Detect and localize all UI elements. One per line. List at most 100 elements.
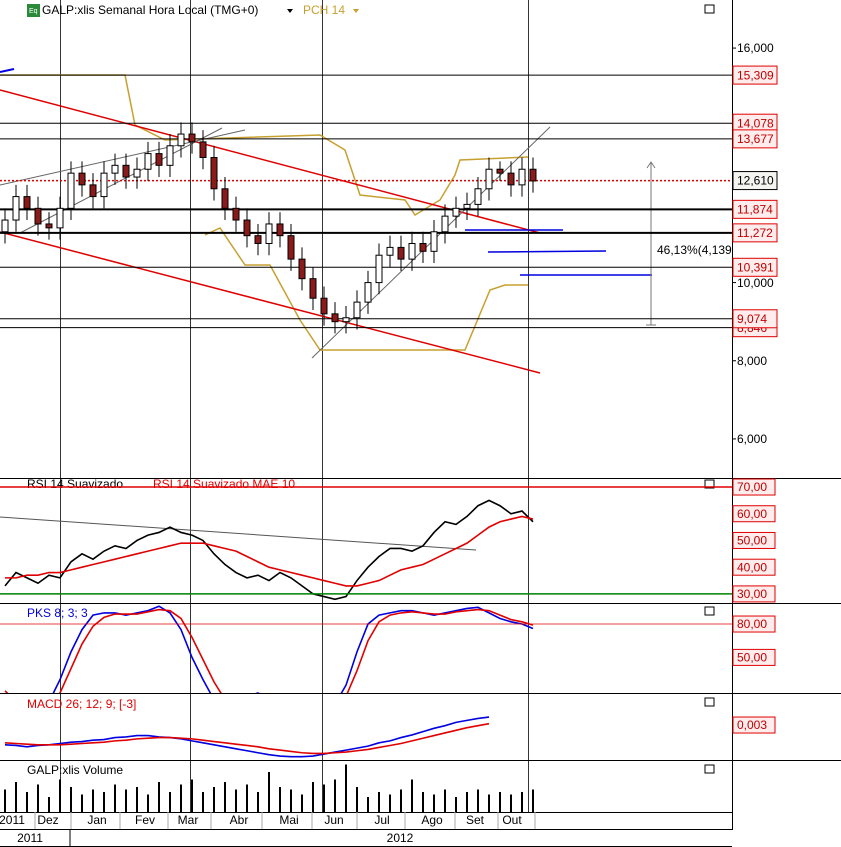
candle-body — [397, 246, 405, 260]
level-label: 10,391 — [737, 260, 774, 274]
level-label: 12,610 — [737, 174, 774, 188]
candle-body — [188, 133, 196, 143]
channel-line — [0, 231, 541, 374]
window-buttons — [704, 4, 715, 774]
candle-body — [298, 258, 306, 280]
y-tick-label: 8,000 — [737, 354, 767, 368]
volume-bar — [169, 792, 171, 812]
volume-bar — [103, 792, 105, 812]
level-label: 11,874 — [737, 203, 773, 217]
x-tick-label: 2011 — [0, 813, 25, 827]
series-group — [4, 716, 490, 758]
maximize-button[interactable] — [704, 606, 715, 616]
candle-body — [111, 164, 119, 174]
measure-label: 46,13%(4,139 — [657, 243, 732, 257]
y-tick-label: 0,003 — [737, 718, 767, 732]
x-tick-label: Jun — [324, 813, 343, 827]
candle-body — [265, 223, 273, 244]
candle-body — [320, 297, 328, 315]
maximize-button[interactable] — [704, 697, 715, 707]
candle-body — [419, 242, 427, 252]
rsi-title: RSI 14 Suavizado — [27, 477, 123, 491]
candle-body — [474, 188, 482, 205]
candle-body — [1, 219, 9, 233]
dropdown[interactable] — [353, 9, 359, 13]
level-box — [732, 309, 778, 329]
volume-bar — [389, 794, 391, 812]
y-tick-label: 80,00 — [737, 617, 767, 631]
volume-bar — [532, 789, 534, 812]
candle-body — [287, 235, 295, 260]
y-tick-label: 30,00 — [737, 587, 767, 601]
x-tick-label: Jan — [87, 813, 106, 827]
level-label: 15,309 — [737, 68, 774, 82]
tick-box — [732, 615, 776, 633]
y-tick-label: 60,00 — [737, 507, 767, 521]
volume-bar — [301, 794, 303, 812]
chart-title: GALP:xlis Semanal Hora Local (TMG+0) — [42, 3, 258, 17]
volume-bar — [356, 787, 358, 812]
volume-bar — [477, 789, 479, 812]
dropdown[interactable] — [287, 9, 293, 13]
arrow-head — [646, 161, 656, 169]
candle-body — [56, 207, 64, 229]
candle-body — [177, 133, 185, 147]
x-tick-label: Dez — [37, 813, 58, 827]
level-box — [732, 199, 778, 219]
candle-body — [254, 235, 262, 244]
y-tick-label: 10,000 — [737, 276, 774, 290]
candle-body — [144, 153, 152, 170]
volume-bar — [125, 789, 127, 812]
volume-bar — [433, 794, 435, 812]
volume-bar — [70, 787, 72, 812]
volume-bar — [367, 797, 369, 812]
volume-bar — [455, 797, 457, 812]
icon — [27, 4, 40, 17]
indicator-title: PCH 14 — [303, 3, 345, 17]
rsi-trend-line — [0, 516, 477, 551]
volume-bar — [444, 789, 446, 812]
x-tick-label: Mar — [178, 813, 199, 827]
trend-line — [0, 68, 15, 73]
volume-bar — [400, 789, 402, 812]
y-tick-label: 6,000 — [737, 432, 767, 446]
volume-bar — [345, 764, 347, 812]
volume-bar — [37, 784, 39, 812]
tick-box — [732, 648, 776, 666]
maximize-button[interactable] — [704, 4, 715, 14]
level-label: 14,078 — [737, 116, 774, 130]
tick-box — [732, 478, 776, 496]
level-box — [732, 257, 778, 277]
indicator-line — [4, 608, 534, 693]
volume-bar — [246, 784, 248, 812]
volume-bar — [411, 779, 413, 812]
candle-body — [529, 168, 537, 182]
candle-body — [430, 231, 438, 252]
y-tick-label: 70,00 — [737, 480, 767, 494]
candle-body — [133, 168, 141, 178]
series-group — [4, 499, 534, 601]
candle-body — [100, 172, 108, 198]
indicator-line — [5, 515, 534, 587]
candle-body — [309, 278, 317, 299]
candle-body — [166, 145, 174, 166]
level-box — [732, 171, 778, 191]
level-box — [732, 223, 778, 243]
maximize-button[interactable] — [704, 479, 715, 489]
volume-bar — [334, 779, 336, 812]
candle-body — [463, 203, 471, 209]
pane-borders — [0, 478, 841, 847]
candle-body — [78, 172, 86, 186]
volume-bar — [378, 792, 380, 812]
tick-box — [732, 585, 776, 603]
icon-text: Eq — [29, 8, 38, 15]
maximize-button[interactable] — [704, 764, 715, 774]
volume-bar — [147, 794, 149, 812]
level-label: 11,272 — [737, 226, 773, 240]
x-tick-label: Ago — [421, 813, 443, 827]
candle-body — [507, 172, 515, 186]
rsi-ma-title: RSI 14 Suavizado MAE 10 — [153, 477, 295, 491]
volume-bar — [202, 792, 204, 812]
y-tick-label: 50,00 — [737, 651, 767, 665]
